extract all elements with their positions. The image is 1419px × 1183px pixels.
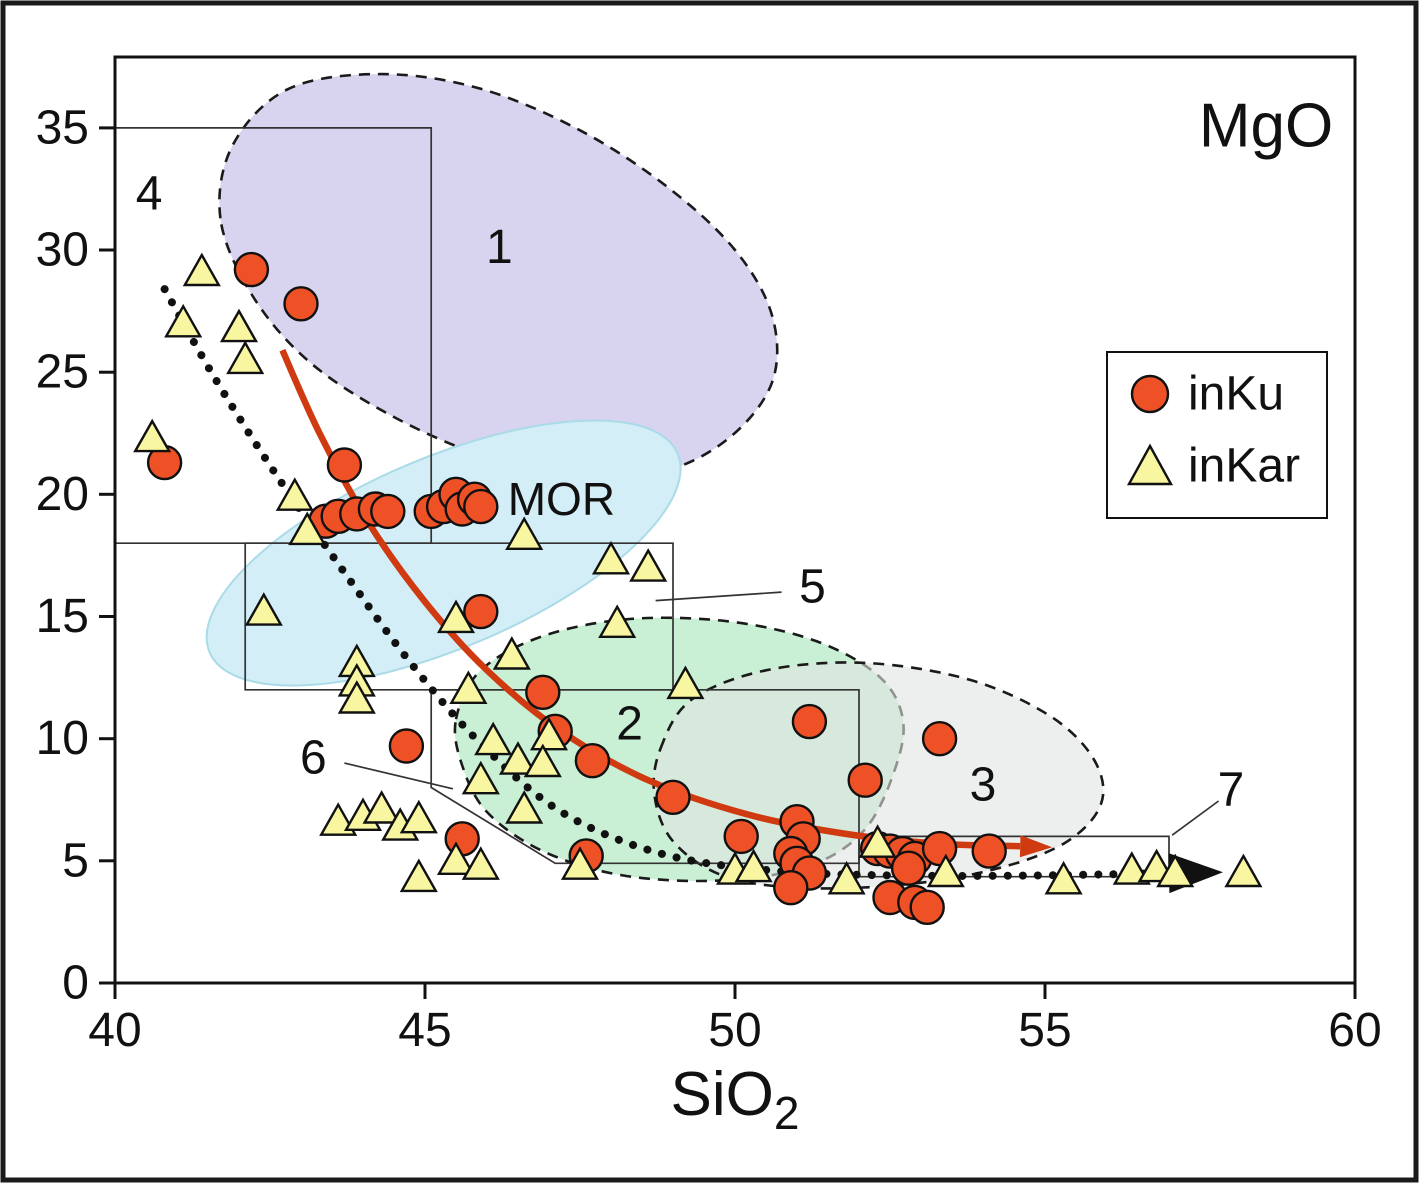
inKar-point (1112, 851, 1151, 885)
field-label-4: 4 (136, 167, 163, 220)
x-axis-label: SiO2 (671, 1060, 800, 1139)
inKar-point (505, 790, 544, 824)
inKar-point (244, 592, 283, 626)
inKu-point (525, 674, 561, 710)
inKar-point (666, 665, 705, 700)
inKar-point (337, 680, 376, 714)
inKu-point (791, 703, 828, 740)
field-label-7: 7 (1218, 764, 1245, 817)
inKu-point (890, 850, 927, 886)
inKar-point (498, 741, 538, 775)
inKar-point (474, 721, 513, 756)
inKar-point (461, 846, 500, 880)
inKar-point (591, 540, 631, 575)
field-label-1: 1 (486, 221, 513, 274)
inKar-point (164, 303, 203, 338)
inKar-point (461, 760, 500, 795)
inKu-point (909, 889, 945, 925)
inKar-point (399, 858, 438, 893)
inKar-point (734, 848, 773, 883)
x-tick-label: 55 (1018, 1004, 1071, 1057)
inKu-point (971, 833, 1007, 869)
inKu-point (773, 870, 809, 906)
inKu-point (463, 593, 499, 630)
inKar-point (523, 743, 562, 778)
inKar-point (1044, 860, 1083, 895)
field-region-1 (218, 72, 779, 480)
inKu-point (723, 818, 759, 855)
inKar-point (436, 841, 476, 875)
inKar-point (436, 599, 476, 634)
inKu-point (283, 286, 319, 322)
inKu-point (921, 830, 958, 867)
y-tick-label: 5 (62, 834, 89, 887)
inKu-point (444, 821, 480, 857)
inKar-point (926, 853, 965, 888)
inKu-point (326, 447, 363, 483)
y-tick-label: 15 (36, 590, 89, 643)
field-label-2: 2 (616, 698, 643, 751)
field-leader-5 (655, 591, 782, 602)
y-tick-label: 0 (62, 957, 89, 1010)
inKar-point (362, 790, 401, 824)
y-tick-label: 35 (36, 101, 89, 154)
field-leader-7 (1171, 800, 1220, 836)
inKar-point (1224, 853, 1263, 888)
field-region-MOR (205, 419, 682, 687)
inKu-point (463, 488, 499, 525)
x-tick-label: 50 (708, 1004, 761, 1057)
inKar-point (529, 716, 569, 751)
inKar-point (827, 860, 866, 895)
inKar-point (133, 418, 172, 453)
legend-marker-inKar (1126, 443, 1174, 486)
series-inKar (133, 252, 1263, 895)
inKar-point (505, 516, 544, 550)
x-tick-label: 60 (1328, 1004, 1381, 1057)
inKu-point (388, 728, 425, 764)
y-tick-label: 20 (36, 468, 89, 521)
inKu-point (233, 251, 270, 288)
inKar-point (1156, 853, 1195, 888)
chart-title: MgO (1199, 92, 1333, 161)
inKu-point (921, 721, 958, 757)
inKar-point (182, 252, 221, 287)
field-label-5: 5 (799, 561, 826, 614)
inKu-point (574, 743, 611, 779)
inKar-point (492, 636, 531, 670)
y-tick-label: 30 (36, 224, 89, 277)
inKar-point (226, 340, 265, 375)
legend-label-inKu: inKu (1188, 368, 1284, 421)
field-labels: 1 MOR 2 3 4 5 6 7 (136, 167, 1245, 816)
x-tick-label: 45 (398, 1004, 451, 1057)
inKu-point (847, 762, 883, 798)
field-label-MOR: MOR (508, 473, 615, 525)
inKar-trend (160, 285, 1173, 880)
y-tick-label: 25 (36, 346, 89, 399)
field-label-6: 6 (300, 732, 327, 785)
field-label-3: 3 (970, 759, 997, 812)
inKar-point (288, 511, 327, 546)
inKar-point (219, 308, 259, 343)
x-tick-label: 40 (88, 1004, 141, 1057)
inKar-point (275, 477, 314, 511)
legend-label-inKar: inKar (1188, 440, 1300, 493)
y-tick-label: 10 (36, 712, 89, 765)
inKar-point (629, 548, 668, 582)
inKar-point (399, 799, 438, 834)
field-leader-6 (344, 762, 454, 790)
legend: inKu inKar (1106, 351, 1328, 519)
inKar-point (560, 846, 600, 880)
inKar-point (449, 670, 488, 704)
inKar-point (598, 604, 637, 638)
inKu-point (370, 493, 406, 530)
inKu-trend-arrowhead (1019, 835, 1053, 858)
inKar-point (858, 824, 897, 858)
inKu-point (655, 779, 691, 815)
legend-marker-inKu (1130, 374, 1170, 414)
